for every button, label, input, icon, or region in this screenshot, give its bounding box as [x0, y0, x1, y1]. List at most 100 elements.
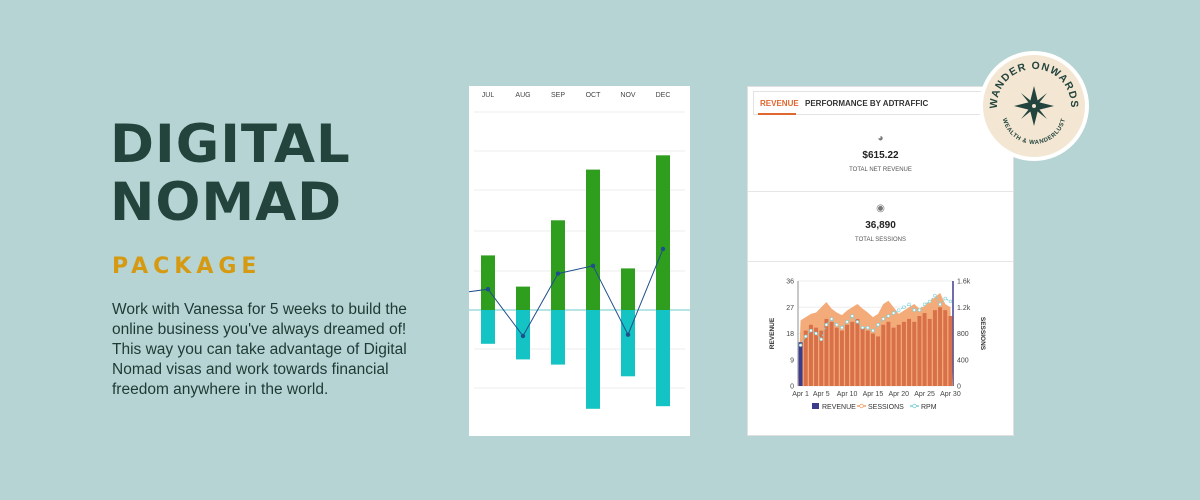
- y-tick-left: 18: [786, 331, 794, 338]
- rpm-point: [819, 337, 823, 342]
- rpm-point: [886, 314, 891, 318]
- rpm-point: [897, 308, 901, 312]
- rpm-point: [824, 323, 829, 327]
- revenue-bar: [845, 324, 850, 386]
- rpm-point: [933, 293, 937, 298]
- negative-bar: [621, 310, 635, 377]
- negative-bar: [551, 310, 565, 365]
- positive-bar: [551, 220, 565, 310]
- positive-bar: [481, 255, 495, 310]
- page-title: DIGITAL NOMAD: [110, 116, 351, 232]
- negative-bar: [656, 310, 670, 407]
- rpm-point: [948, 299, 953, 304]
- wander-onwards-badge: WANDER ONWARDS WEALTH & WANDERLUST: [979, 51, 1089, 161]
- sessions-stat: ◉ 36,890 TOTAL SESSIONS: [748, 203, 1013, 243]
- rpm-point: [881, 317, 885, 321]
- tab-performance-by-ad[interactable]: PERFORMANCE BY AD: [805, 99, 895, 108]
- rpm-point: [922, 302, 927, 307]
- revenue-bar: [870, 333, 875, 386]
- revenue-bar: [839, 330, 844, 386]
- rpm-point: [850, 314, 854, 318]
- revenue-bar: [901, 321, 906, 386]
- revenue-bar: [881, 324, 886, 386]
- subtitle: PACKAGE: [112, 254, 262, 279]
- tab-revenue[interactable]: REVENUE: [760, 99, 799, 108]
- revenue-bar: [912, 321, 917, 386]
- legend-marker: [859, 403, 864, 409]
- legend-marker: [912, 403, 917, 409]
- divider: [748, 261, 1013, 262]
- rpm-point: [917, 308, 922, 312]
- revenue-bar: [943, 310, 948, 386]
- rpm-point: [866, 325, 870, 330]
- trend-point: [555, 271, 561, 276]
- legend-label: REVENUE: [822, 404, 856, 411]
- positive-bar: [621, 268, 635, 310]
- revenue-bar: [819, 330, 824, 386]
- rpm-point: [814, 331, 818, 336]
- divider: [748, 191, 1013, 192]
- rpm-point: [912, 308, 916, 312]
- x-tick-label: Apr 25: [914, 391, 935, 398]
- x-tick-label: Apr 5: [813, 391, 830, 398]
- trend-point: [590, 263, 596, 268]
- negative-bar: [481, 310, 495, 344]
- month-label: DEC: [656, 92, 671, 99]
- monthly-chart: JUL AUG SEP OCT NOV DEC: [468, 92, 690, 409]
- revenue-stat: ◕ $615.22 TOTAL NET REVENUE: [748, 133, 1013, 173]
- revenue-bar: [948, 316, 953, 386]
- rpm-point: [891, 311, 896, 315]
- revenue-bar: [938, 307, 943, 386]
- month-label: OCT: [586, 92, 602, 99]
- rpm-point: [829, 317, 834, 321]
- revenue-bar: [896, 324, 901, 386]
- positive-bar: [516, 286, 530, 310]
- tab-bar: REVENUE PERFORMANCE BY AD TRAFFIC: [753, 91, 993, 115]
- rpm-point: [928, 299, 932, 304]
- x-tick-label: Apr 1: [792, 391, 809, 398]
- revenue-bar: [808, 324, 813, 386]
- positive-bar: [586, 169, 600, 310]
- revenue-bar: [907, 318, 912, 386]
- revenue-bar: [834, 327, 839, 386]
- tab-traffic[interactable]: TRAFFIC: [894, 99, 929, 108]
- trend-point: [660, 246, 666, 252]
- sessions-value: 36,890: [865, 220, 896, 231]
- x-tick-label: Apr 20: [888, 391, 909, 398]
- money-bag-icon: ◕: [877, 133, 884, 144]
- revenue-bar: [886, 321, 891, 386]
- rpm-point: [938, 302, 942, 307]
- trend-point: [625, 332, 631, 337]
- monthly-chart-card: JUL AUG SEP OCT NOV DEC: [468, 86, 690, 436]
- rpm-point: [855, 320, 860, 324]
- rpm-point: [804, 334, 808, 339]
- rpm-point: [871, 328, 875, 333]
- rpm-point: [907, 302, 911, 307]
- rpm-point: [845, 320, 849, 324]
- rpm-point: [876, 323, 880, 327]
- y-axis-label-left: REVENUE: [769, 317, 776, 349]
- month-label: AUG: [515, 92, 530, 99]
- revenue-bar: [932, 310, 937, 386]
- y-tick-left: 36: [786, 279, 794, 286]
- sessions-icon: ◉: [876, 203, 885, 214]
- revenue-value: $615.22: [862, 150, 899, 161]
- y-tick-right: 800: [957, 331, 969, 338]
- revenue-bar: [824, 318, 829, 386]
- revenue-bar: [891, 327, 896, 386]
- revenue-bar: [850, 321, 855, 386]
- revenue-bar: [803, 330, 808, 386]
- y-tick-left: 27: [786, 305, 794, 312]
- y-tick-right: 0: [957, 384, 961, 391]
- revenue-bar: [922, 313, 927, 386]
- revenue-bar: [829, 321, 834, 386]
- y-tick-left: 9: [790, 357, 794, 364]
- month-label: NOV: [620, 92, 636, 99]
- x-tick-label: Apr 15: [863, 391, 884, 398]
- title-line-1: DIGITAL: [110, 114, 351, 175]
- month-label: SEP: [551, 92, 565, 99]
- positive-bar: [656, 155, 670, 310]
- rpm-point: [798, 343, 803, 347]
- sessions-label: TOTAL SESSIONS: [855, 237, 906, 243]
- revenue-bar: [860, 327, 865, 386]
